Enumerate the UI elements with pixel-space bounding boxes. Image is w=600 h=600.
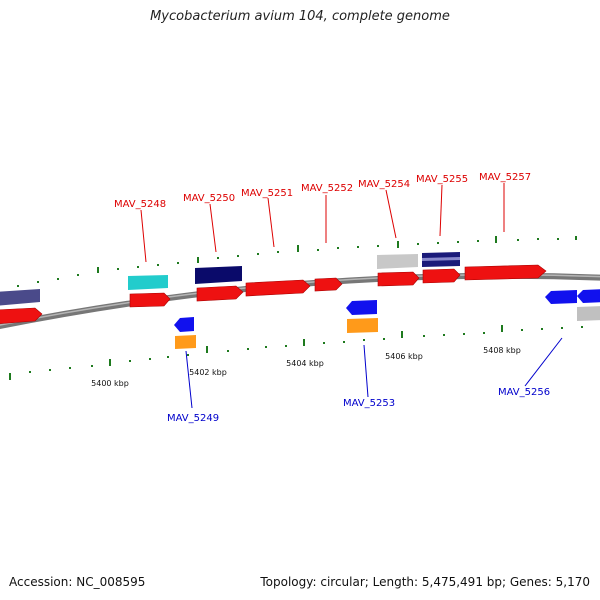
- gene-label-forward[interactable]: MAV_5254: [358, 179, 410, 190]
- feature-block[interactable]: [577, 306, 600, 321]
- gene-arrow[interactable]: [129, 292, 171, 308]
- gene-label-reverse[interactable]: MAV_5253: [343, 398, 395, 409]
- gene-arrow[interactable]: [314, 277, 343, 292]
- gene-label-forward[interactable]: MAV_5251: [241, 188, 293, 199]
- gene-arrow[interactable]: [577, 289, 600, 303]
- upper-tick-track: [17, 236, 577, 287]
- genome-title: Mycobacterium avium 104, complete genome: [150, 9, 450, 24]
- feature-block[interactable]: [377, 254, 418, 269]
- feature-block[interactable]: [128, 275, 168, 290]
- gene-arrow[interactable]: [464, 264, 547, 281]
- gene-label-forward[interactable]: MAV_5257: [479, 172, 531, 183]
- gene-arrow[interactable]: [0, 307, 43, 324]
- scale-label-5404: 5404 kbp: [286, 359, 324, 368]
- gene-label-forward[interactable]: MAV_5250: [183, 193, 235, 204]
- gene-label-reverse[interactable]: MAV_5256: [498, 387, 550, 398]
- gene-arrow[interactable]: [245, 279, 311, 297]
- lower-tick-track: [9, 325, 583, 380]
- gene-label-forward[interactable]: MAV_5252: [301, 183, 353, 194]
- feature-block[interactable]: [0, 289, 40, 306]
- forward-cds-track: [0, 264, 547, 324]
- reverse-feature-track: [174, 289, 600, 349]
- forward-feature-track: [0, 252, 460, 306]
- scale-label-5400: 5400 kbp: [91, 379, 129, 388]
- gene-label-forward[interactable]: MAV_5248: [114, 199, 166, 210]
- reverse-leader-lines: [185, 337, 563, 409]
- gene-arrow[interactable]: [346, 300, 377, 315]
- gene-label-reverse[interactable]: MAV_5249: [167, 413, 219, 424]
- feature-block[interactable]: [195, 266, 242, 284]
- scale-label-5406: 5406 kbp: [385, 352, 423, 361]
- gene-arrow[interactable]: [196, 285, 244, 302]
- forward-leader-lines: [140, 183, 505, 263]
- scale-label-5402: 5402 kbp: [189, 368, 227, 377]
- gene-arrow[interactable]: [377, 271, 420, 287]
- gene-label-forward[interactable]: MAV_5255: [416, 174, 468, 185]
- topology-text: Topology: circular; Length: 5,475,491 bp…: [260, 575, 590, 589]
- gene-arrow[interactable]: [174, 317, 194, 332]
- feature-block[interactable]: [347, 318, 378, 333]
- gene-arrow[interactable]: [422, 268, 461, 284]
- gene-arrow[interactable]: [545, 290, 577, 304]
- accession-text: Accession: NC_008595: [9, 575, 146, 589]
- scale-label-5408: 5408 kbp: [483, 346, 521, 355]
- feature-block[interactable]: [175, 335, 196, 349]
